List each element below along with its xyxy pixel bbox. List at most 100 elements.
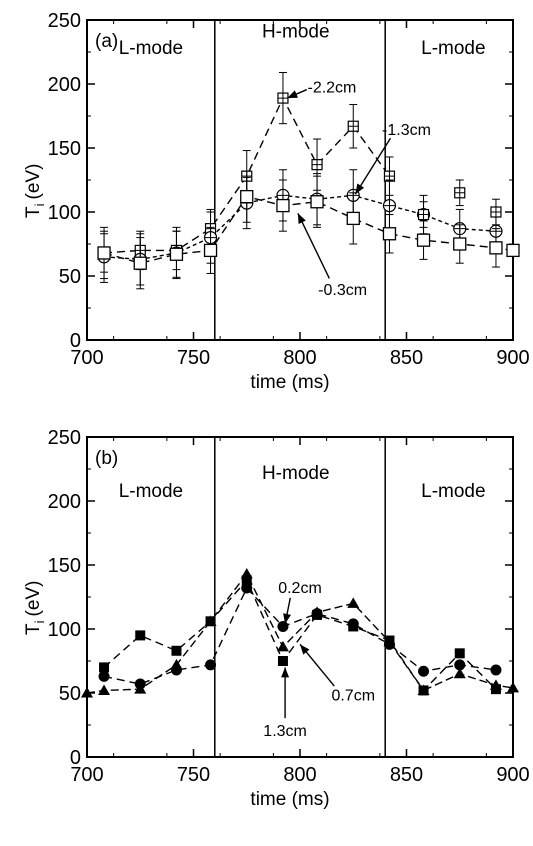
series--0.3cm	[97, 170, 520, 290]
annotation: -2.2cm	[286, 80, 356, 99]
y-tick-label: 150	[48, 138, 81, 160]
series-line	[103, 195, 514, 264]
x-tick-label: 800	[283, 347, 316, 369]
mode-label: L-mode	[119, 481, 183, 502]
annotation-label: 0.2cm	[278, 580, 322, 597]
data-point	[490, 664, 502, 676]
data-point	[203, 243, 218, 258]
series-unlabeled	[417, 179, 502, 228]
y-tick-label: 200	[48, 491, 81, 513]
data-point-cross	[277, 93, 288, 104]
data-point	[453, 237, 467, 251]
annotation: -0.3cm	[297, 212, 367, 299]
data-point	[348, 621, 359, 632]
annotation-label: -1.3cm	[382, 122, 431, 139]
data-point	[346, 211, 360, 226]
annotation-arrowhead	[281, 667, 290, 678]
data-point-cross	[490, 207, 501, 217]
annotation-arrowhead	[287, 90, 298, 99]
data-point	[416, 233, 431, 247]
plot-frame	[86, 19, 514, 341]
x-tick-label: 750	[177, 764, 210, 786]
data-point	[453, 667, 466, 679]
data-point	[277, 620, 289, 632]
data-point	[170, 658, 183, 670]
y-axis-label: Ti(eV)	[23, 581, 47, 635]
data-point	[276, 640, 289, 652]
data-point	[312, 609, 323, 620]
y-tick-label: 50	[59, 266, 81, 288]
data-point	[454, 659, 466, 671]
data-point	[98, 684, 111, 695]
panel-label: (a)	[95, 31, 118, 52]
data-point	[277, 656, 288, 666]
data-point-cross	[312, 159, 323, 170]
mode-label: L-mode	[421, 481, 485, 502]
data-point	[205, 616, 216, 627]
annotation-label: -2.2cm	[307, 80, 356, 97]
y-tick-label: 100	[48, 202, 81, 224]
annotation: -1.3cm	[354, 122, 431, 195]
annotation-arrowhead	[300, 644, 310, 655]
series-1.3cm	[99, 575, 501, 696]
series--1.3cm	[97, 169, 503, 286]
y-tick-label: 250	[48, 427, 81, 449]
data-point	[382, 227, 397, 241]
y-tick-label: 250	[48, 10, 81, 32]
data-point	[418, 665, 430, 677]
x-tick-label: 850	[390, 764, 423, 786]
data-point	[347, 597, 360, 608]
x-tick-label: 900	[496, 347, 529, 369]
data-point	[134, 683, 147, 694]
data-point	[454, 648, 465, 659]
x-tick-label: 800	[283, 764, 316, 786]
data-point	[507, 681, 519, 693]
x-tick-label: 700	[70, 764, 103, 786]
annotation-arrowhead	[355, 183, 365, 195]
y-tick-label: 0	[70, 330, 81, 352]
series-line	[103, 586, 497, 685]
data-point	[310, 195, 324, 209]
data-point-cross	[454, 187, 465, 198]
data-point-cross	[383, 199, 396, 212]
annotation: 1.3cm	[263, 667, 307, 740]
x-tick-label: 750	[177, 347, 210, 369]
data-point	[276, 198, 290, 213]
annotation-arrow	[297, 212, 330, 279]
x-tick-label: 900	[496, 764, 529, 786]
series-line	[86, 572, 514, 694]
data-point	[135, 630, 146, 641]
data-point	[97, 246, 111, 260]
data-point-cross	[348, 121, 359, 132]
data-point-cross	[418, 209, 429, 220]
data-point	[240, 189, 254, 204]
x-tick-label: 700	[70, 347, 103, 369]
data-point	[169, 247, 184, 261]
data-point	[418, 685, 429, 696]
annotation: 0.7cm	[299, 643, 375, 704]
mode-label: H-mode	[262, 463, 330, 484]
x-tick-label: 850	[390, 347, 423, 369]
data-point	[506, 243, 520, 258]
annotation-label: -0.3cm	[318, 282, 367, 299]
data-point	[384, 635, 395, 646]
data-point	[241, 575, 252, 586]
annotation-arrowhead	[297, 213, 306, 225]
annotation-label: 0.7cm	[331, 687, 375, 704]
data-point	[133, 256, 147, 270]
data-point	[98, 670, 110, 682]
data-point	[171, 645, 182, 656]
y-tick-label: 100	[48, 619, 81, 641]
data-point-cross	[384, 171, 395, 182]
data-point	[81, 687, 93, 698]
x-axis-label: time (ms)	[250, 789, 329, 810]
y-tick-label: 50	[59, 683, 81, 705]
annotation-arrow	[354, 137, 392, 195]
annotation: 0.2cm	[278, 580, 322, 625]
panel-label: (b)	[95, 448, 118, 469]
y-tick-label: 200	[48, 74, 81, 96]
x-axis-label: time (ms)	[250, 372, 329, 393]
data-point	[490, 684, 501, 695]
y-axis-label: Ti(eV)	[23, 164, 47, 218]
